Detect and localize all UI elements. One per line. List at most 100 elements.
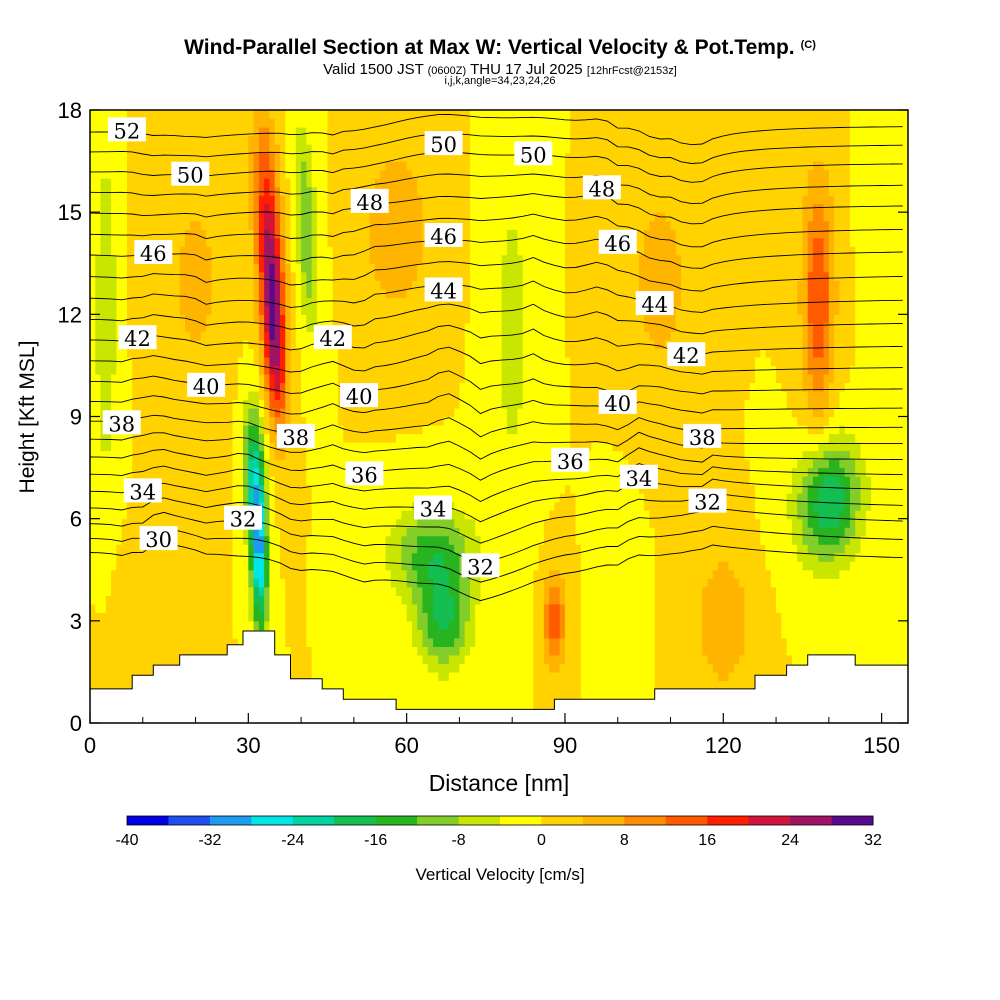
field-cell xyxy=(90,399,96,409)
field-cell xyxy=(438,467,445,477)
field-cell xyxy=(401,442,408,452)
field-cell xyxy=(443,544,450,554)
field-cell xyxy=(316,229,323,239)
field-cell xyxy=(285,373,292,384)
field-cell xyxy=(179,484,186,494)
field-cell xyxy=(221,152,228,162)
field-cell xyxy=(369,544,376,554)
field-cell xyxy=(179,552,186,562)
field-cell xyxy=(179,280,186,290)
field-cell xyxy=(406,416,413,426)
field-cell xyxy=(116,382,123,392)
field-cell xyxy=(169,561,176,571)
field-cell xyxy=(332,229,339,239)
field-cell xyxy=(211,237,218,247)
field-cell xyxy=(353,229,360,239)
field-cell xyxy=(327,135,334,145)
field-cell xyxy=(211,322,218,332)
field-cell xyxy=(411,339,418,349)
field-cell xyxy=(348,552,355,562)
field-cell xyxy=(380,280,387,290)
field-cell xyxy=(301,220,307,230)
field-cell xyxy=(427,271,434,281)
field-cell xyxy=(169,612,176,622)
field-cell xyxy=(385,246,392,256)
field-cell xyxy=(285,407,292,418)
field-cell xyxy=(211,484,218,494)
field-cell xyxy=(411,297,418,307)
field-cell xyxy=(406,425,413,435)
field-cell xyxy=(417,425,424,435)
field-cell xyxy=(327,365,334,375)
field-cell xyxy=(148,390,154,401)
field-cell xyxy=(190,110,197,120)
field-cell xyxy=(359,178,366,188)
field-cell xyxy=(264,620,271,630)
field-cell xyxy=(343,348,350,358)
field-cell xyxy=(216,288,223,298)
field-cell xyxy=(401,527,408,537)
field-cell xyxy=(433,356,439,367)
field-cell xyxy=(184,322,191,332)
field-cell xyxy=(243,382,249,392)
field-cell xyxy=(248,442,255,452)
field-cell xyxy=(111,595,117,605)
field-cell xyxy=(158,110,165,120)
field-cell xyxy=(253,246,260,256)
field-cell xyxy=(269,220,276,230)
field-cell xyxy=(338,629,344,639)
field-cell xyxy=(184,305,191,315)
field-cell xyxy=(274,518,281,528)
field-cell xyxy=(427,110,434,120)
field-cell xyxy=(427,305,434,315)
field-cell xyxy=(411,586,418,596)
field-cell xyxy=(338,297,344,307)
field-cell xyxy=(174,390,181,401)
field-cell xyxy=(90,595,96,605)
field-cell xyxy=(353,578,360,588)
field-cell xyxy=(290,356,297,367)
field-cell xyxy=(200,476,207,486)
field-cell xyxy=(211,254,218,264)
field-cell xyxy=(290,246,297,256)
field-cell xyxy=(227,127,234,137)
field-cell xyxy=(190,186,197,196)
field-cell xyxy=(142,620,149,630)
field-cell xyxy=(174,237,181,247)
field-cell xyxy=(438,271,445,281)
field-cell xyxy=(338,356,344,367)
field-cell xyxy=(427,339,434,349)
field-cell xyxy=(448,442,455,452)
field-cell xyxy=(359,161,366,171)
field-cell xyxy=(411,186,418,196)
field-cell xyxy=(411,671,418,682)
field-cell xyxy=(121,314,128,324)
field-cell xyxy=(295,561,302,571)
field-cell xyxy=(269,339,276,349)
field-cell xyxy=(126,671,133,682)
field-cell xyxy=(290,535,297,545)
field-cell xyxy=(295,246,302,256)
field-cell xyxy=(126,263,133,273)
field-cell xyxy=(243,263,249,273)
field-cell xyxy=(285,314,292,324)
field-cell xyxy=(374,178,381,188)
field-cell xyxy=(411,399,418,409)
field-cell xyxy=(142,169,149,179)
field-cell xyxy=(100,654,107,664)
field-cell xyxy=(211,365,218,375)
field-cell xyxy=(411,697,418,707)
field-cell xyxy=(221,220,228,230)
field-cell xyxy=(126,450,133,460)
field-cell xyxy=(433,595,439,605)
field-cell xyxy=(174,373,181,384)
field-cell xyxy=(137,288,144,298)
field-cell xyxy=(158,229,165,239)
field-cell xyxy=(364,654,371,664)
field-cell xyxy=(132,178,139,188)
field-cell xyxy=(311,237,318,247)
field-cell xyxy=(343,237,350,247)
field-cell xyxy=(401,612,408,622)
field-cell xyxy=(179,603,186,613)
field-cell xyxy=(401,271,408,281)
